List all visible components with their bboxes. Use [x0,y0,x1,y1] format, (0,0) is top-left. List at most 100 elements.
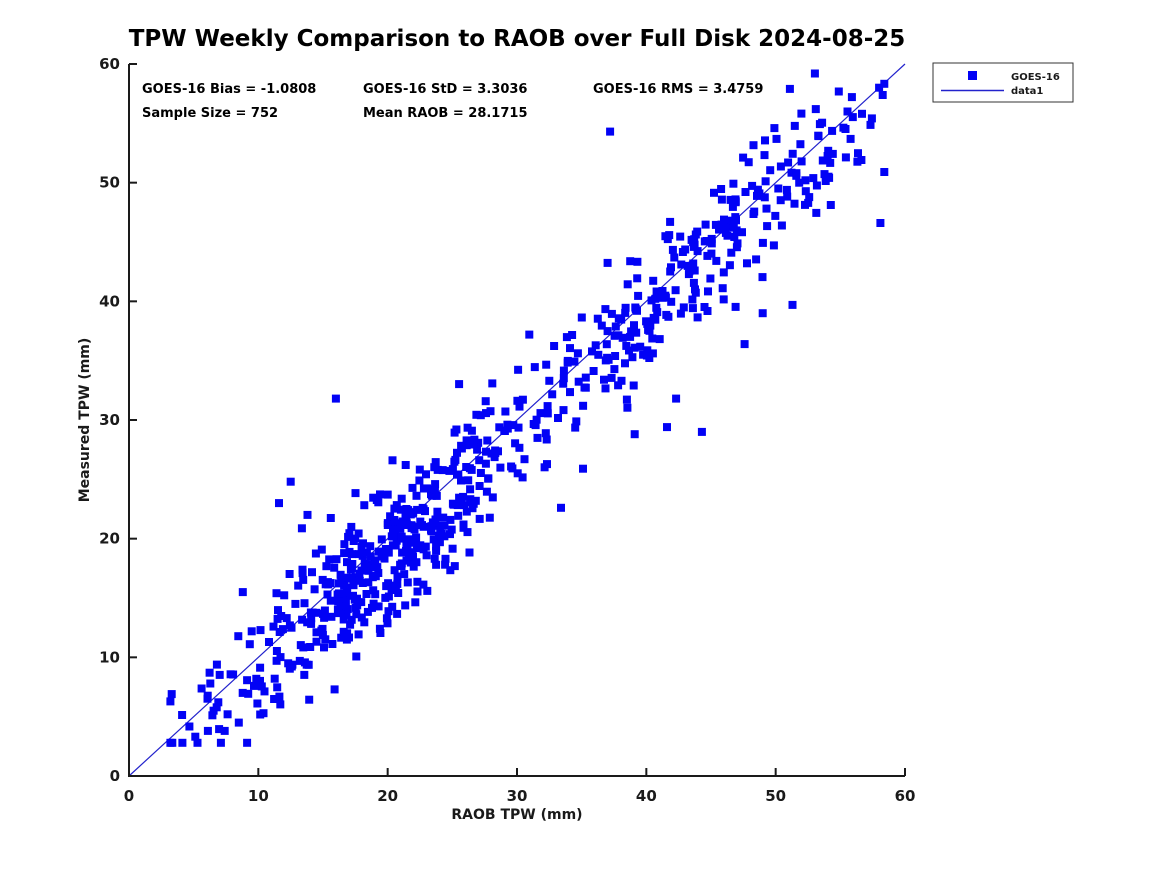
scatter-marker [448,499,457,508]
scatter-marker [312,628,321,637]
scatter-marker [435,538,444,547]
scatter-marker [658,287,667,295]
scatter-marker [566,388,574,397]
scatter-marker [601,384,610,393]
scatter-marker [761,177,770,186]
scatter-marker [362,548,371,557]
scatter-marker [360,501,369,510]
scatter-marker [644,325,653,334]
scatter-marker [722,222,730,231]
scatter-marker [848,113,857,122]
scatter-marker [732,216,740,225]
scatter-marker [335,589,343,598]
scatter-marker [792,171,801,180]
y-axis-ticks [129,63,137,777]
scatter-marker [484,474,493,483]
scatter-marker [319,609,327,618]
scatter-marker [390,516,399,524]
scatter-marker [354,529,363,538]
scatter-marker [376,490,384,499]
scatter-marker [320,643,328,652]
scatter-marker [409,538,418,547]
scatter-marker [847,93,856,102]
scatter-marker [272,656,281,665]
scatter-marker [381,545,390,553]
scatter-marker [415,465,424,474]
x-axis-label: RAOB TPW (mm) [451,807,582,823]
scatter-marker [334,597,343,606]
scatter-marker [166,738,175,747]
scatter-marker [760,193,769,202]
scatter-marker [880,168,889,176]
scatter-marker [588,347,596,356]
scatter-marker [739,153,748,162]
scatter-marker [632,328,641,337]
stat-std: GOES-16 StD = 3.3036 [363,82,527,97]
scatter-marker [866,120,875,129]
scatter-marker [337,577,346,586]
scatter-marker [503,420,512,429]
scatter-marker [353,594,361,603]
scatter-marker [652,303,661,312]
scatter-marker [450,457,459,466]
scatter-marker [542,360,551,369]
scatter-marker [340,549,349,558]
scatter-marker [509,421,518,430]
scatter-marker [469,499,478,508]
scatter-marker [710,188,718,197]
scatter-marker [336,570,345,579]
scatter-marker [209,706,218,715]
scatter-marker [814,131,823,140]
scatter-marker [876,219,885,227]
scatter-marker [318,575,327,584]
scatter-marker [475,482,484,490]
scatter-marker [720,215,728,224]
scatter-marker [247,627,256,636]
scatter-marker [457,500,465,509]
scatter-marker [501,407,510,416]
scatter-marker [611,352,620,360]
scatter-marker [511,439,520,448]
scatter-marker [423,484,432,493]
scatter-marker [275,628,284,636]
scatter-marker [340,630,349,639]
scatter-marker [206,679,215,688]
scatter-marker [472,410,481,419]
scatter-marker [481,397,490,406]
scatter-marker [393,579,402,588]
scatter-marker [312,608,321,617]
scatter-marker [643,346,652,355]
scatter-marker [486,407,495,416]
scatter-marker [347,564,356,573]
scatter-marker [287,623,296,632]
scatter-marker [579,464,587,473]
legend-box [932,62,1074,103]
scatter-marker [330,563,339,572]
scatter-marker [649,276,658,285]
scatter-marker [428,518,437,527]
scatter-marker [400,570,409,579]
scatter-marker [430,554,439,563]
scatter-marker [403,578,412,587]
scatter-marker [834,87,843,96]
scatter-marker [274,606,282,615]
scatter-marker [485,513,494,522]
scatter-marker [762,204,771,213]
scatter-marker [415,476,424,485]
scatter-marker [634,291,643,300]
chart-title: TPW Weekly Comparison to RAOB over Full … [129,26,906,52]
scatter-marker [542,435,551,444]
scatter-marker [826,201,835,209]
scatter-marker [475,514,484,523]
scatter-marker [357,566,366,575]
scatter-marker [272,647,281,655]
scatter-marker [507,462,516,471]
scatter-marker [312,637,321,646]
scatter-marker [465,548,474,557]
scatter-marker [373,563,382,572]
scatter-marker [533,433,542,442]
y-tick-label: 0 [110,767,120,785]
scatter-marker [282,614,291,623]
scatter-marker [594,350,603,359]
scatter-marker [338,596,347,605]
